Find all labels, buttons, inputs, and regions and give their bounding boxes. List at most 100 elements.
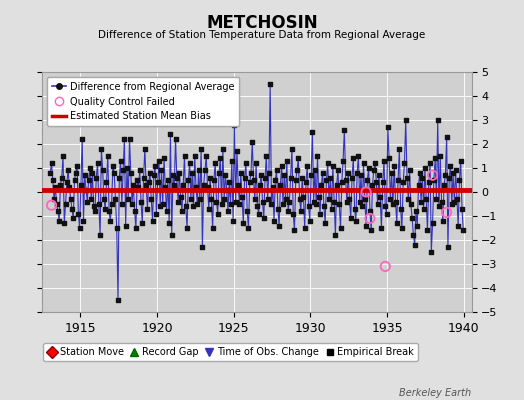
Point — [72, 170, 80, 176]
Point — [111, 196, 119, 202]
Point — [278, 162, 286, 169]
Point — [319, 170, 327, 176]
Point — [223, 186, 231, 193]
Point — [349, 155, 357, 162]
Point — [140, 146, 149, 152]
Point — [311, 167, 319, 174]
Point — [239, 220, 247, 226]
Point — [224, 208, 232, 214]
Point — [129, 182, 137, 188]
Point — [453, 196, 461, 202]
Point — [69, 215, 78, 222]
Point — [133, 177, 141, 183]
Point — [100, 196, 108, 202]
Point — [185, 160, 194, 166]
Point — [430, 177, 438, 183]
Point — [366, 215, 374, 222]
Point — [284, 208, 292, 214]
Point — [301, 225, 309, 231]
Point — [455, 177, 464, 183]
Point — [49, 177, 57, 183]
Point — [442, 209, 451, 216]
Point — [161, 184, 170, 190]
Point — [253, 203, 261, 210]
Point — [291, 177, 300, 183]
Point — [215, 170, 223, 176]
Point — [375, 172, 383, 178]
Point — [174, 198, 182, 205]
Point — [348, 174, 356, 181]
Point — [281, 196, 290, 202]
Point — [233, 148, 241, 154]
Point — [77, 182, 85, 188]
Point — [422, 196, 430, 202]
Point — [399, 179, 407, 186]
Point — [104, 153, 112, 159]
Point — [102, 179, 111, 186]
Point — [51, 184, 60, 190]
Point — [339, 158, 347, 164]
Point — [216, 155, 224, 162]
Point — [230, 122, 238, 128]
Point — [454, 222, 462, 229]
Point — [56, 182, 64, 188]
Point — [54, 208, 62, 214]
Point — [262, 153, 270, 159]
Point — [248, 138, 256, 145]
Point — [58, 174, 66, 181]
Point — [169, 172, 177, 178]
Point — [265, 170, 273, 176]
Point — [418, 174, 427, 181]
Point — [211, 160, 220, 166]
Point — [426, 160, 434, 166]
Point — [143, 206, 151, 212]
Point — [162, 208, 171, 214]
Point — [244, 225, 253, 231]
Point — [127, 170, 135, 176]
Point — [266, 81, 275, 87]
Point — [394, 177, 402, 183]
Point — [221, 172, 230, 178]
Point — [361, 196, 369, 202]
Legend: Station Move, Record Gap, Time of Obs. Change, Empirical Break: Station Move, Record Gap, Time of Obs. C… — [43, 343, 418, 361]
Point — [70, 177, 79, 183]
Point — [252, 160, 260, 166]
Point — [293, 167, 301, 174]
Point — [429, 220, 437, 226]
Point — [187, 196, 195, 202]
Point — [168, 232, 176, 238]
Point — [403, 174, 411, 181]
Point — [219, 146, 227, 152]
Point — [275, 222, 283, 229]
Point — [114, 297, 122, 303]
Point — [367, 227, 375, 234]
Point — [294, 155, 302, 162]
Point — [363, 177, 372, 183]
Point — [345, 196, 354, 202]
Point — [189, 203, 198, 210]
Point — [147, 196, 156, 202]
Point — [93, 160, 102, 166]
Point — [194, 167, 203, 174]
Point — [421, 165, 429, 171]
Point — [180, 153, 189, 159]
Point — [235, 201, 244, 207]
Point — [232, 198, 240, 205]
Point — [60, 220, 69, 226]
Point — [261, 174, 269, 181]
Point — [116, 158, 125, 164]
Point — [63, 179, 71, 186]
Point — [55, 218, 63, 224]
Point — [145, 179, 153, 186]
Point — [195, 196, 204, 202]
Point — [390, 162, 398, 169]
Point — [355, 198, 364, 205]
Point — [214, 210, 222, 217]
Point — [90, 203, 98, 210]
Point — [351, 206, 359, 212]
Point — [157, 167, 166, 174]
Point — [192, 184, 200, 190]
Point — [410, 242, 419, 248]
Point — [303, 162, 311, 169]
Point — [404, 196, 412, 202]
